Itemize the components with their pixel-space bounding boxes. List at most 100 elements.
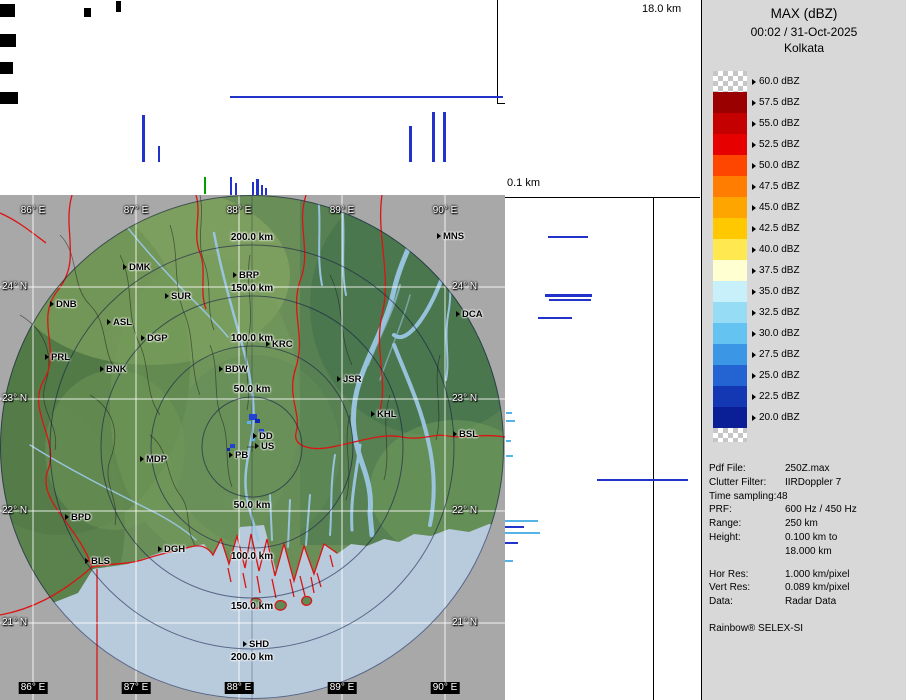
lat-label: 23° N xyxy=(452,393,477,404)
lon-label: 86° E xyxy=(19,682,48,694)
station-label: DCA xyxy=(462,309,483,320)
station-label: DMK xyxy=(129,262,151,273)
scale-value: 40.0 dBZ xyxy=(759,244,800,255)
range-ring-label: 200.0 km xyxy=(231,652,273,663)
metadata-row: PRF:600 Hz / 450 Hz xyxy=(709,503,905,517)
lat-label: 24° N xyxy=(2,281,27,292)
software-brand: Rainbow® SELEX-SI xyxy=(709,623,803,634)
map-station: BPD xyxy=(65,512,91,522)
map-station: SHD xyxy=(243,639,269,649)
scale-row: 35.0 dBZ xyxy=(713,281,800,302)
station-arrow-icon xyxy=(229,452,233,458)
scale-value: 22.5 dBZ xyxy=(759,391,800,402)
scale-arrow-icon xyxy=(752,79,756,85)
map-station: KRC xyxy=(266,339,293,349)
map-station: DMK xyxy=(123,262,151,272)
scale-row xyxy=(713,428,800,442)
lon-label: 90° E xyxy=(431,682,460,694)
scale-arrow-icon xyxy=(752,205,756,211)
height-axis-ticks xyxy=(0,1,121,104)
station-label: DNB xyxy=(56,299,77,310)
metadata-row: Pdf File:250Z.max xyxy=(709,462,905,476)
map-station: BDW xyxy=(219,364,248,374)
map-station: ASL xyxy=(107,317,132,327)
color-swatch xyxy=(713,344,747,365)
scale-value: 32.5 dBZ xyxy=(759,307,800,318)
scale-arrow-icon xyxy=(752,268,756,274)
station-label: PRL xyxy=(51,352,70,363)
station-arrow-icon xyxy=(243,641,247,647)
legend-panel: MAX (dBZ) 00:02 / 31-Oct-2025 Kolkata 60… xyxy=(701,0,906,700)
station-label: KHL xyxy=(377,409,397,420)
color-swatch xyxy=(713,113,747,134)
range-ring-label: 100.0 km xyxy=(231,551,273,562)
station-label: BNK xyxy=(106,364,127,375)
scale-row: 52.5 dBZ xyxy=(713,134,800,155)
station-arrow-icon xyxy=(165,293,169,299)
station-label: MNS xyxy=(443,231,464,242)
lat-label: 23° N xyxy=(2,393,27,404)
metadata-spacer xyxy=(709,559,905,568)
range-ring-label: 50.0 km xyxy=(234,500,271,511)
scale-arrow-icon xyxy=(752,121,756,127)
station-arrow-icon xyxy=(255,443,259,449)
color-swatch xyxy=(713,302,747,323)
station-arrow-icon xyxy=(85,558,89,564)
scale-row: 42.5 dBZ xyxy=(713,218,800,239)
color-swatch xyxy=(713,239,747,260)
scale-arrow-icon xyxy=(752,142,756,148)
map-station: DD xyxy=(253,431,273,441)
metadata-row: Clutter Filter:IIRDoppler 7 xyxy=(709,476,905,490)
map-station: PRL xyxy=(45,352,70,362)
scale-value: 27.5 dBZ xyxy=(759,349,800,360)
color-swatch xyxy=(713,428,747,442)
station-arrow-icon xyxy=(100,366,104,372)
metadata-row: Range:250 km xyxy=(709,517,905,531)
station-label: DGP xyxy=(147,333,168,344)
station-label: PB xyxy=(235,450,248,461)
top-profile-graphic xyxy=(0,0,505,195)
color-swatch xyxy=(713,260,747,281)
color-swatch xyxy=(713,407,747,428)
map-station: PB xyxy=(229,450,248,460)
scale-row: 25.0 dBZ xyxy=(713,365,800,386)
station-label: SUR xyxy=(171,291,191,302)
color-swatch xyxy=(713,155,747,176)
station-arrow-icon xyxy=(456,311,460,317)
station-arrow-icon xyxy=(140,456,144,462)
scale-row: 27.5 dBZ xyxy=(713,344,800,365)
station-arrow-icon xyxy=(266,341,270,347)
lat-label: 22° N xyxy=(452,505,477,516)
map-station: BNK xyxy=(100,364,127,374)
scale-row: 37.5 dBZ xyxy=(713,260,800,281)
color-swatch xyxy=(713,71,747,92)
metadata-row: Vert Res:0.089 km/pixel xyxy=(709,581,905,595)
station-label: KRC xyxy=(272,339,293,350)
station-arrow-icon xyxy=(437,233,441,239)
metadata-row: 18.000 km xyxy=(709,545,905,559)
station-arrow-icon xyxy=(107,319,111,325)
lon-label: 88° E xyxy=(225,682,254,694)
station-arrow-icon xyxy=(123,264,127,270)
color-swatch xyxy=(713,197,747,218)
map-station: US xyxy=(255,441,274,451)
scale-row: 32.5 dBZ xyxy=(713,302,800,323)
station-arrow-icon xyxy=(158,546,162,552)
map-station: JSR xyxy=(337,374,361,384)
scale-arrow-icon xyxy=(752,163,756,169)
scale-row: 57.5 dBZ xyxy=(713,92,800,113)
scale-row: 50.0 dBZ xyxy=(713,155,800,176)
map-station: DNB xyxy=(50,299,77,309)
lon-label: 87° E xyxy=(122,682,151,694)
station-arrow-icon xyxy=(65,514,69,520)
scale-value: 60.0 dBZ xyxy=(759,76,800,87)
station-arrow-icon xyxy=(50,301,54,307)
station-arrow-icon xyxy=(337,376,341,382)
lat-label: 24° N xyxy=(452,281,477,292)
scale-row: 22.5 dBZ xyxy=(713,386,800,407)
lon-label: 86° E xyxy=(21,205,46,216)
color-swatch xyxy=(713,386,747,407)
scale-value: 55.0 dBZ xyxy=(759,118,800,129)
metadata-row: Data:Radar Data xyxy=(709,595,905,609)
metadata-row: Height:0.100 km to xyxy=(709,531,905,545)
